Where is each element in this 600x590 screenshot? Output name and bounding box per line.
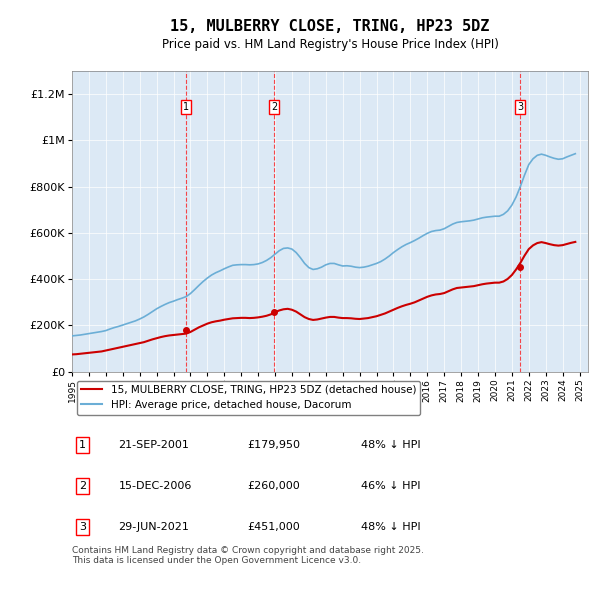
Text: 2: 2 bbox=[271, 102, 277, 112]
Text: Contains HM Land Registry data © Crown copyright and database right 2025.
This d: Contains HM Land Registry data © Crown c… bbox=[72, 546, 424, 565]
Text: 1: 1 bbox=[79, 440, 86, 450]
Text: Price paid vs. HM Land Registry's House Price Index (HPI): Price paid vs. HM Land Registry's House … bbox=[161, 38, 499, 51]
Text: 15-DEC-2006: 15-DEC-2006 bbox=[118, 481, 192, 491]
Text: 15, MULBERRY CLOSE, TRING, HP23 5DZ: 15, MULBERRY CLOSE, TRING, HP23 5DZ bbox=[170, 19, 490, 34]
Legend: 15, MULBERRY CLOSE, TRING, HP23 5DZ (detached house), HPI: Average price, detach: 15, MULBERRY CLOSE, TRING, HP23 5DZ (det… bbox=[77, 381, 420, 415]
Text: 48% ↓ HPI: 48% ↓ HPI bbox=[361, 522, 421, 532]
Text: 3: 3 bbox=[517, 102, 523, 112]
Text: 48% ↓ HPI: 48% ↓ HPI bbox=[361, 440, 421, 450]
Text: 29-JUN-2021: 29-JUN-2021 bbox=[118, 522, 190, 532]
Text: £260,000: £260,000 bbox=[247, 481, 300, 491]
Text: 3: 3 bbox=[79, 522, 86, 532]
Text: 2: 2 bbox=[79, 481, 86, 491]
Text: 21-SEP-2001: 21-SEP-2001 bbox=[118, 440, 190, 450]
Text: £451,000: £451,000 bbox=[247, 522, 300, 532]
Text: 46% ↓ HPI: 46% ↓ HPI bbox=[361, 481, 421, 491]
Text: 1: 1 bbox=[182, 102, 189, 112]
Text: £179,950: £179,950 bbox=[247, 440, 301, 450]
